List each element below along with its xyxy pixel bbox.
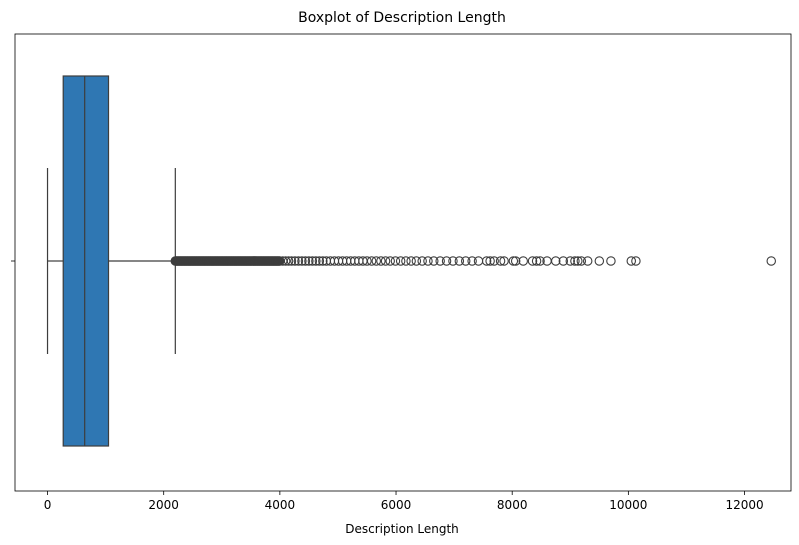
- outlier-point: [304, 256, 314, 266]
- outlier-point: [417, 256, 427, 266]
- outlier-point: [558, 256, 569, 266]
- outlier-point: [565, 256, 576, 266]
- outlier-point: [290, 256, 300, 266]
- outlier-point: [311, 256, 321, 266]
- boxplot-series: [46, 75, 777, 447]
- outlier-point: [297, 256, 307, 266]
- outlier-point: [518, 256, 528, 266]
- outlier-point: [508, 256, 519, 266]
- x-tick-label: 8000: [497, 498, 528, 512]
- outlier-point: [280, 256, 291, 266]
- outlier-point: [395, 256, 406, 266]
- outlier-point: [527, 256, 538, 266]
- iqr-box: [62, 75, 110, 447]
- x-axis-label: Description Length: [345, 522, 459, 536]
- outlier-point: [631, 256, 641, 266]
- outlier-point: [460, 256, 471, 266]
- outlier-point: [499, 256, 509, 266]
- outlier-point: [300, 256, 311, 266]
- outlier-point: [570, 256, 580, 266]
- outlier-point: [429, 256, 439, 266]
- outlier-point: [448, 256, 458, 266]
- outlier-point: [283, 256, 294, 266]
- outlier-point: [401, 256, 411, 266]
- outlier-point: [594, 256, 605, 266]
- outlier-point: [380, 256, 391, 266]
- outlier-point: [293, 256, 304, 266]
- outlier-point: [390, 256, 401, 266]
- outlier-point: [318, 256, 328, 266]
- x-tick-label: 6000: [381, 498, 412, 512]
- outlier-point: [286, 256, 297, 266]
- outlier-point: [411, 256, 422, 266]
- outlier-point: [576, 256, 587, 266]
- x-tick-label: 0: [44, 498, 52, 512]
- x-tick-label: 10000: [609, 498, 647, 512]
- x-tick-label: 12000: [725, 498, 763, 512]
- outlier-point: [485, 256, 495, 266]
- x-axis-ticks: 0 2000 4000 6000 8000 10000 12000: [44, 491, 764, 512]
- outlier-point: [495, 256, 506, 266]
- outlier-point: [406, 256, 416, 266]
- outlier-point: [467, 256, 477, 266]
- outlier-point: [454, 256, 465, 266]
- outlier-point: [307, 256, 318, 266]
- outlier-point: [535, 256, 545, 266]
- outlier-point: [573, 256, 583, 266]
- x-tick-label: 2000: [148, 498, 179, 512]
- outlier-point: [626, 256, 637, 266]
- outlier-point: [441, 256, 452, 266]
- plot-area-frame: [14, 33, 792, 492]
- outlier-point: [606, 256, 616, 266]
- outlier-point: [435, 256, 445, 266]
- outlier-point: [423, 256, 433, 266]
- outlier-point: [766, 256, 777, 266]
- outlier-point: [366, 256, 377, 266]
- outlier-point: [489, 256, 499, 266]
- chart-title: Boxplot of Description Length: [298, 10, 506, 26]
- outlier-point: [385, 256, 395, 266]
- outlier-point: [510, 256, 521, 266]
- outlier-point: [362, 256, 372, 266]
- outlier-point: [371, 256, 382, 266]
- outlier-point: [473, 256, 484, 266]
- outlier-point: [376, 256, 386, 266]
- outlier-point: [481, 256, 492, 266]
- outlier-point: [551, 256, 561, 266]
- x-tick-label: 4000: [265, 498, 296, 512]
- outlier-point: [531, 256, 542, 266]
- outlier-point: [582, 256, 593, 266]
- outlier-point: [314, 256, 325, 266]
